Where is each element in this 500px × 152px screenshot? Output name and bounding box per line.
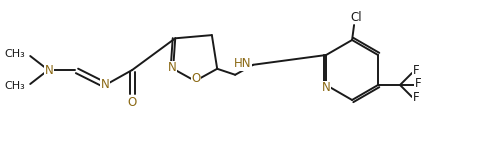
Text: F: F: [412, 92, 420, 104]
Text: O: O: [192, 73, 201, 85]
Text: F: F: [414, 78, 422, 90]
Text: N: N: [322, 81, 330, 95]
Text: O: O: [128, 97, 137, 109]
Text: Cl: Cl: [350, 10, 362, 24]
Text: N: N: [101, 78, 110, 92]
Text: CH₃: CH₃: [4, 81, 25, 91]
Text: HN: HN: [234, 57, 251, 70]
Text: F: F: [412, 64, 420, 76]
Text: N: N: [168, 61, 176, 74]
Text: N: N: [45, 64, 54, 76]
Text: CH₃: CH₃: [4, 49, 25, 59]
